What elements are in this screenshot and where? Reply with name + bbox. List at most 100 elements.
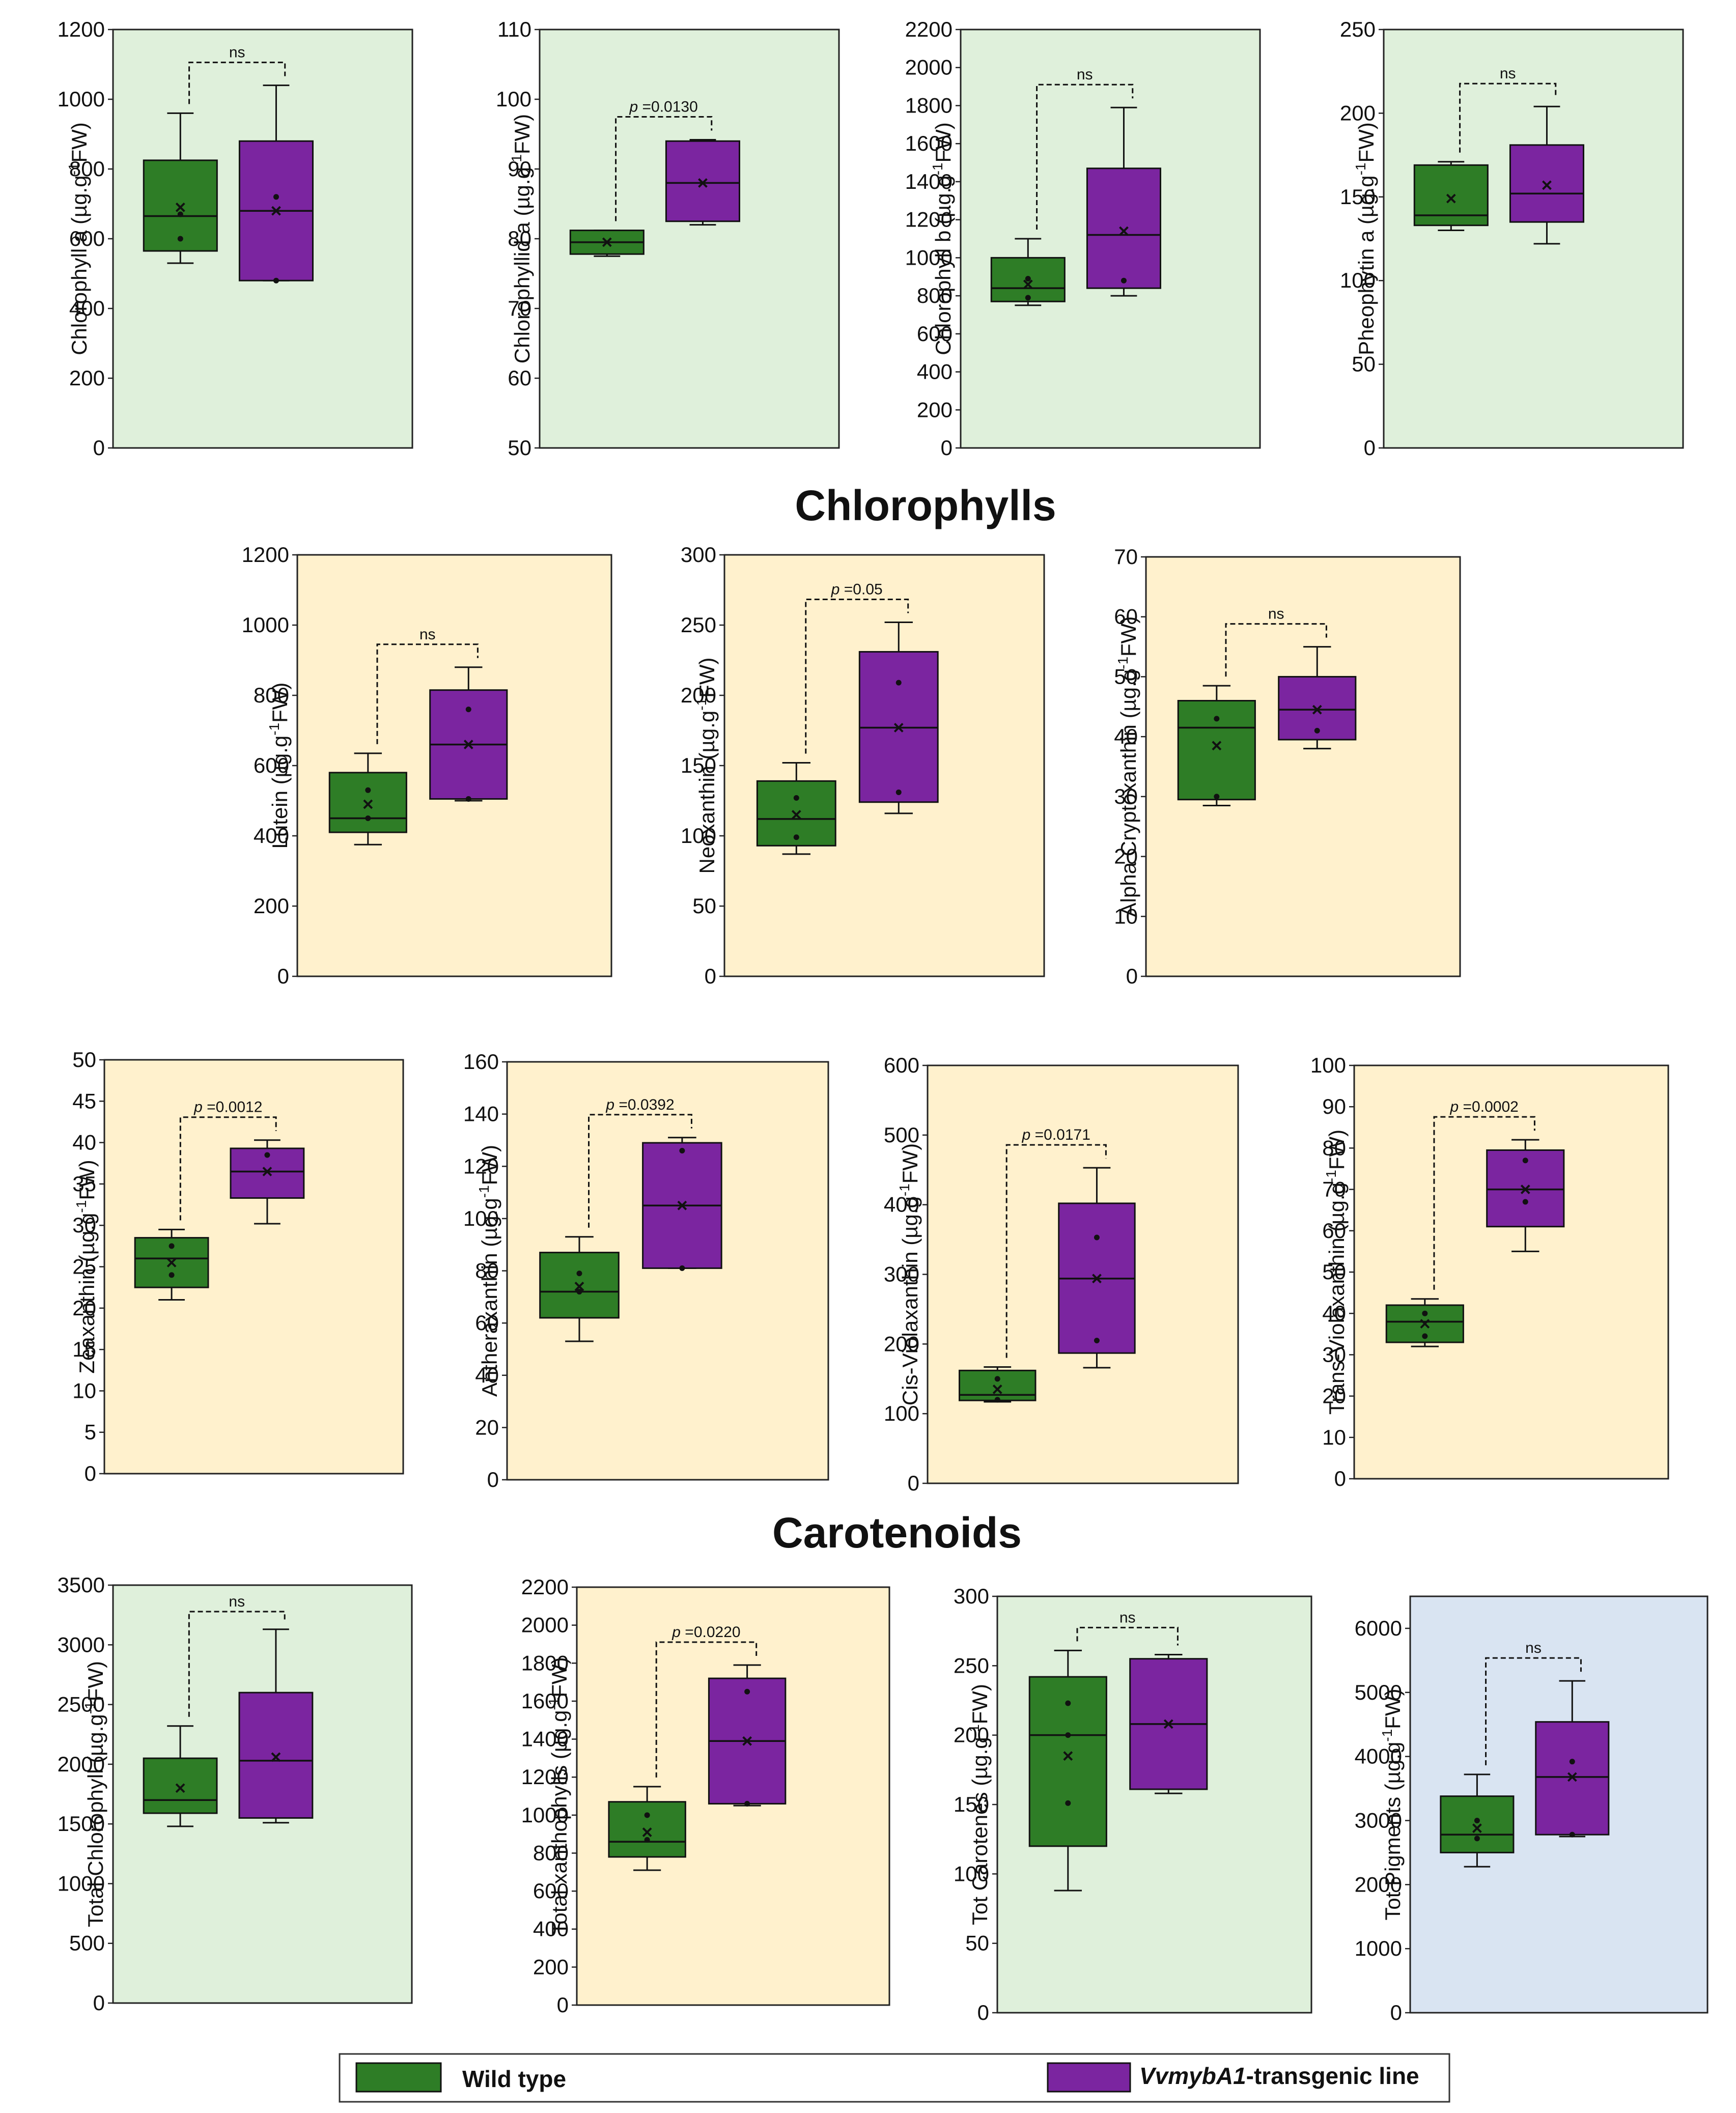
y-tick-label: 250 [681,613,716,637]
y-axis-label: Chlorophyll a (µg.g-1FW) [66,122,91,355]
y-tick-label: 100 [884,1401,919,1425]
y-axis-label-unit: FW) [695,658,719,698]
y-tick-label: 600 [884,1053,919,1077]
y-tick-label: 100 [1310,1053,1346,1077]
y-tick-label: 1000 [242,613,289,637]
y-tick-label: 1400 [905,170,953,193]
data-point [1094,1234,1100,1241]
significance-label: ns [1119,1609,1136,1626]
data-point [1522,1199,1528,1205]
mean-marker [1542,180,1552,190]
legend-label-transgenic: VvmybA1-transgenic line [1139,2063,1419,2089]
y-tick-label: 35 [72,1172,96,1196]
y-tick-label: 50 [72,1048,96,1072]
y-tick-label: 300 [681,543,716,567]
data-point [365,787,371,793]
y-axis-label-unit: FW) [83,1661,107,1701]
data-point [1214,716,1220,722]
significance-bracket [1225,623,1327,677]
significance-bracket [1433,1116,1535,1290]
significance-p: p [193,1099,203,1116]
significance-value: =0.0130 [638,98,698,115]
significance-value: ns [1500,65,1516,82]
y-tick-label: 2200 [521,1575,569,1599]
mean-marker [1163,1719,1173,1729]
plot-area [1353,1064,1669,1480]
mean-marker [677,1200,687,1210]
significance-bracket [655,1641,758,1778]
data-point [365,815,371,821]
data-point [744,1800,750,1807]
data-point [679,1265,685,1271]
mean-marker [271,206,281,216]
significance-value: ns [1077,66,1093,83]
transgenic-box [1486,1139,1565,1252]
significance-value: =0.0171 [1030,1126,1090,1143]
box-iqr [143,1757,218,1814]
y-axis-label-superscript: -1 [1379,1729,1395,1742]
y-tick-label: 3000 [1355,1808,1402,1832]
y-axis-label-unit: FW) [898,1143,922,1184]
y-tick-label: 20 [1114,844,1138,868]
data-point [1025,275,1031,281]
y-tick-label: 30 [1322,1342,1346,1366]
significance-p: p [831,581,840,598]
y-tick-label: 10 [1322,1425,1346,1449]
mean-marker [175,1783,185,1793]
y-axis-label-text: Total xanthophylls (µg.g [547,1710,571,1935]
significance-bracket [188,1611,286,1717]
y-tick-label: 100 [1340,268,1376,292]
y-tick-label: 500 [69,1931,105,1955]
significance-bracket [1036,83,1134,230]
transgenic-box [1058,1167,1136,1369]
significance-bracket [376,643,479,744]
data-point [644,1837,650,1843]
significance-bracket [1076,1626,1179,1646]
mean-marker [742,1736,752,1746]
wild-type-box [143,1725,218,1827]
chart-cis-violaxanthin: 0 100 200 300 400 500 600 Cis-Violaxanthin (µg.… [884,1053,1239,1495]
y-axis-label: Zeaxanthin (µg.g-1FW) [73,1160,99,1373]
y-axis-label-superscript: -1 [73,1200,89,1213]
y-axis-label-superscript: -1 [897,1184,912,1196]
y-tick-label: 0 [941,436,953,460]
data-point [679,1147,685,1153]
y-tick-label: 600 [917,322,953,346]
y-tick-label: 0 [93,1991,105,2015]
significance-label: ns [419,626,436,643]
y-tick-label: 100 [463,1206,499,1230]
y-axis-label-unit: FW) [1116,616,1140,657]
mean-marker [1567,1772,1577,1782]
data-point [169,1243,175,1249]
data-point [744,1688,750,1695]
y-tick-label: 150 [681,753,716,777]
data-point [576,1289,582,1295]
y-axis-label-unit: FW) [510,114,534,154]
chart-chlorophyll-a: 0 200 400 600 800 1000 1200 Chlorophyll a (µg.g… [58,17,413,460]
y-tick-label: 1000 [521,1803,569,1827]
y-axis-label: Antheraxanthin (µg.g-1FW) [476,1145,501,1397]
y-tick-label: 0 [1390,2001,1402,2024]
significance-p: p [671,1624,681,1641]
y-tick-label: 50 [1114,664,1138,688]
y-tick-label: 300 [954,1584,989,1608]
significance-value: =0.0002 [1459,1098,1519,1115]
y-tick-label: 1600 [521,1689,569,1713]
box-iqr [665,140,740,222]
box-iqr [1440,1795,1515,1853]
box-iqr [1509,144,1584,223]
legend-swatch-transgenic [1047,2062,1131,2093]
significance-value: ns [419,626,436,643]
data-point [793,795,799,801]
plot-area [1383,29,1684,449]
y-tick-label: 200 [884,1332,919,1356]
mean-marker [1446,193,1456,204]
significance-value: ns [229,44,245,61]
chart-trans-violaxanthin: 0 10 20 30 40 50 60 70 80 90 100 Trans-Violaxanthin… [1310,1053,1669,1490]
y-tick-label: 80 [1322,1136,1346,1160]
chart-zeaxanthin: 0 5 10 15 20 25 30 35 40 45 50 Zeaxanthin (µg.g-1FW… [72,1048,404,1485]
y-tick-label: 1600 [905,131,953,155]
y-tick-label: 120 [463,1154,499,1178]
transgenic-box [1086,106,1161,297]
transgenic-box [230,1139,305,1225]
